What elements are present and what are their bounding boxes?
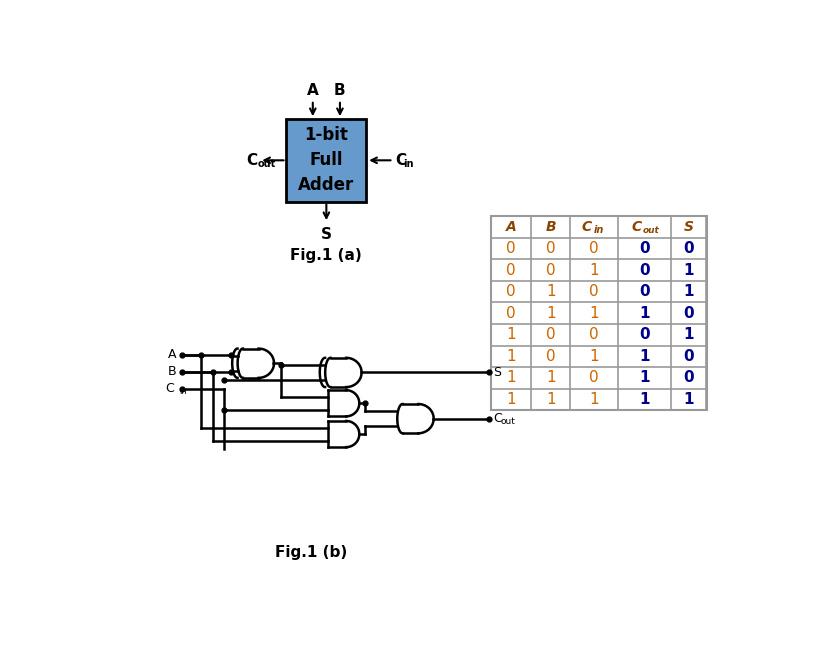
Text: 1: 1 [589, 392, 599, 407]
Text: 0: 0 [507, 241, 516, 256]
Text: 0: 0 [589, 328, 599, 342]
Text: 0: 0 [639, 284, 650, 299]
Text: B: B [545, 220, 556, 234]
Text: 1: 1 [639, 392, 650, 407]
Text: in: in [593, 225, 604, 235]
Text: 1-bit
Full
Adder: 1-bit Full Adder [298, 127, 354, 194]
Text: 0: 0 [639, 328, 650, 342]
Text: 1: 1 [589, 306, 599, 321]
Text: out: out [258, 159, 276, 169]
Text: 1: 1 [639, 370, 650, 386]
Text: 1: 1 [546, 392, 556, 407]
Text: 0: 0 [507, 306, 516, 321]
Text: 1: 1 [684, 328, 694, 342]
Text: 0: 0 [546, 262, 556, 277]
Text: 0: 0 [589, 370, 599, 386]
Text: C: C [166, 382, 174, 395]
Text: 0: 0 [683, 306, 694, 321]
Text: 1: 1 [684, 392, 694, 407]
Text: A: A [168, 348, 176, 361]
Text: 0: 0 [546, 349, 556, 364]
Text: 0: 0 [546, 241, 556, 256]
Text: 1: 1 [546, 370, 556, 386]
Text: in: in [180, 387, 187, 396]
Text: 0: 0 [683, 370, 694, 386]
Text: A: A [506, 220, 517, 234]
Bar [491, 216, 707, 410]
Text: C: C [582, 220, 592, 234]
Text: 1: 1 [507, 328, 516, 342]
Text: in: in [403, 159, 413, 169]
Text: 0: 0 [546, 328, 556, 342]
Text: 0: 0 [507, 284, 516, 299]
Text: 1: 1 [589, 262, 599, 277]
Text: 0: 0 [639, 262, 650, 277]
Text: Fig.1 (b): Fig.1 (b) [275, 545, 348, 560]
Text: 0: 0 [683, 349, 694, 364]
Text: C: C [396, 153, 407, 168]
Text: 1: 1 [507, 349, 516, 364]
Text: 0: 0 [589, 241, 599, 256]
Text: 1: 1 [589, 349, 599, 364]
Text: 1: 1 [639, 349, 650, 364]
Text: out: out [500, 417, 515, 426]
Text: C: C [494, 412, 502, 425]
Text: 0: 0 [589, 284, 599, 299]
Text: B: B [168, 365, 176, 378]
Text: S: S [494, 366, 501, 379]
Text: C: C [246, 153, 257, 168]
Text: 1: 1 [684, 284, 694, 299]
Text: 1: 1 [546, 284, 556, 299]
Text: 1: 1 [507, 370, 516, 386]
Text: 0: 0 [639, 241, 650, 256]
Text: S: S [684, 220, 694, 234]
Text: 0: 0 [507, 262, 516, 277]
Text: 1: 1 [684, 262, 694, 277]
Text: 1: 1 [639, 306, 650, 321]
Text: 1: 1 [546, 306, 556, 321]
Bar [286, 119, 366, 202]
Text: Fig.1 (a): Fig.1 (a) [290, 248, 362, 263]
Text: C: C [632, 220, 641, 234]
Text: B: B [334, 82, 346, 98]
Text: A: A [307, 82, 319, 98]
Text: S: S [321, 227, 332, 242]
Text: out: out [643, 225, 659, 235]
Text: 0: 0 [683, 241, 694, 256]
Text: 1: 1 [507, 392, 516, 407]
